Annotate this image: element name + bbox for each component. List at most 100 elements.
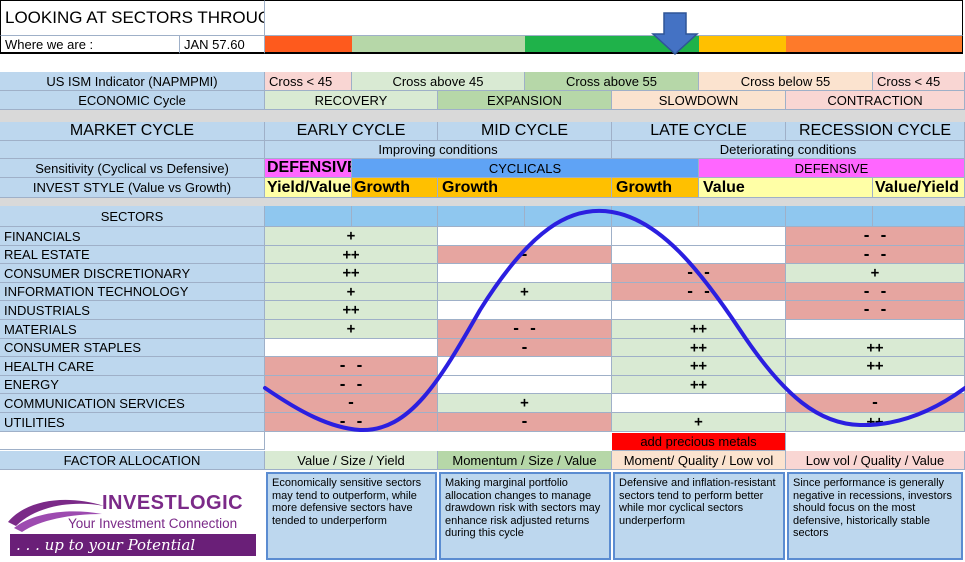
style-value-yield: Value/Yield: [873, 178, 965, 198]
sector-signal: [786, 376, 965, 394]
sector-name: INFORMATION TECHNOLOGY: [0, 283, 265, 301]
where-label: Where we are :: [0, 36, 180, 54]
sector-signal: -: [786, 394, 965, 413]
sector-signal: [786, 320, 965, 339]
sector-signal: - -: [786, 283, 965, 301]
logo-tagline: Your Investment Connection: [68, 516, 238, 531]
sector-signal: - -: [265, 357, 438, 376]
sector-table-footer: [0, 432, 265, 450]
invest-style-label: INVEST STYLE (Value vs Growth): [0, 178, 265, 198]
phase-recession-cycle: RECESSION CYCLE: [786, 122, 965, 141]
sector-signal: [612, 394, 786, 413]
sector-name: HEALTH CARE: [0, 357, 265, 376]
sector-name: COMMUNICATION SERVICES: [0, 394, 265, 413]
sensitivity-defensive-right: DEFENSIVE: [699, 159, 965, 178]
economic-slowdown: SLOWDOWN: [612, 91, 786, 110]
conditions-label-spacer: [0, 141, 265, 159]
sectors-header-fill-2: [352, 206, 438, 227]
sector-signal: ++: [786, 357, 965, 376]
sector-signal: [612, 227, 786, 246]
gauge-segment-6: [786, 36, 963, 54]
sectors-header-fill-8: [873, 206, 965, 227]
spacer-row: [0, 56, 965, 72]
sensitivity-cyclicals: CYCLICALS: [352, 159, 699, 178]
sector-signal: +: [265, 283, 438, 301]
ism-cell-1: Cross < 45: [265, 72, 352, 91]
sector-signal: ++: [786, 339, 965, 357]
sector-signal: ++: [265, 264, 438, 283]
sector-signal: - -: [612, 283, 786, 301]
sector-signal: +: [786, 264, 965, 283]
factor-mid: Momentum / Size / Value: [438, 451, 612, 470]
style-growth-2: Growth: [438, 178, 612, 198]
description-mid: Making marginal portfolio allocation cha…: [439, 472, 611, 560]
sector-name: ENERGY: [0, 376, 265, 394]
sensitivity-label: Sensitivity (Cyclical vs Defensive): [0, 159, 265, 178]
gauge-segment-1: [265, 36, 352, 54]
ism-cell-3: Cross above 55: [525, 72, 699, 91]
ism-cell-2: Cross above 45: [352, 72, 525, 91]
sector-signal: ++: [612, 357, 786, 376]
sector-signal: +: [612, 413, 786, 432]
factor-recession: Low vol / Quality / Value: [786, 451, 965, 470]
factor-allocation-label: FACTOR ALLOCATION: [0, 451, 265, 470]
style-value: Value: [699, 178, 873, 198]
sector-signal: [438, 227, 612, 246]
investlogic-logo: INVESTLOGIC Your Investment Connection .…: [2, 472, 264, 560]
sector-signal: - -: [786, 301, 965, 320]
sector-signal: [438, 357, 612, 376]
style-growth-3: Growth: [612, 178, 699, 198]
sector-signal: ++: [612, 376, 786, 394]
separator-bar: [0, 110, 965, 122]
sector-name: CONSUMER DISCRETIONARY: [0, 264, 265, 283]
sectors-header-fill-4: [525, 206, 612, 227]
separator-bar-2: [0, 198, 965, 206]
conditions-deteriorating: Deteriorating conditions: [612, 141, 965, 159]
factor-late: Moment/ Quality / Low vol: [612, 451, 786, 470]
conditions-improving: Improving conditions: [265, 141, 612, 159]
title-spacer: [265, 0, 963, 36]
sector-signal: - -: [265, 376, 438, 394]
phase-mid-cycle: MID CYCLE: [438, 122, 612, 141]
sectors-header-fill-7: [786, 206, 873, 227]
sector-signal: [612, 301, 786, 320]
sectors-header-fill-3: [438, 206, 525, 227]
phase-early-cycle: EARLY CYCLE: [265, 122, 438, 141]
gauge-segment-3: [438, 36, 525, 54]
sensitivity-defensive-left: DEFENSIVE: [265, 159, 352, 178]
sector-signal: ++: [612, 320, 786, 339]
sector-signal: ++: [612, 339, 786, 357]
economic-contraction: CONTRACTION: [786, 91, 965, 110]
sector-signal: +: [438, 394, 612, 413]
description-early: Economically sensitive sectors may tend …: [266, 472, 437, 560]
sector-signal: ++: [786, 413, 965, 432]
sector-name: FINANCIALS: [0, 227, 265, 246]
sector-name: INDUSTRIALS: [0, 301, 265, 320]
sector-signal: [438, 376, 612, 394]
sectors-header: SECTORS: [0, 206, 265, 227]
logo-swoosh-icon: [8, 499, 104, 532]
sector-name: UTILITIES: [0, 413, 265, 432]
sector-signal: [438, 301, 612, 320]
sector-signal: -: [438, 246, 612, 264]
sector-signal: - -: [438, 320, 612, 339]
logo-brand: INVESTLOGIC: [102, 492, 244, 514]
description-recession: Since performance is generally negative …: [787, 472, 963, 560]
gauge-segment-5: [699, 36, 786, 54]
economic-recovery: RECOVERY: [265, 91, 438, 110]
description-late: Defensive and inflation-resistant sector…: [613, 472, 785, 560]
factor-early: Value / Size / Yield: [265, 451, 438, 470]
ism-cell-4: Cross below 55: [699, 72, 873, 91]
sector-signal: ++: [265, 246, 438, 264]
style-yield-value: Yield/Value: [265, 178, 352, 198]
ism-label: US ISM Indicator (NAPMPMI): [0, 72, 265, 91]
sector-name: REAL ESTATE: [0, 246, 265, 264]
sector-signal: ++: [265, 301, 438, 320]
sector-signal: - -: [786, 246, 965, 264]
market-cycle-label: MARKET CYCLE: [0, 122, 265, 141]
current-position-arrow-icon: [651, 12, 699, 56]
sector-signal: +: [438, 283, 612, 301]
sectors-header-fill-6: [699, 206, 786, 227]
logo-slogan: . . . up to your Potential: [10, 534, 256, 556]
economic-expansion: EXPANSION: [438, 91, 612, 110]
